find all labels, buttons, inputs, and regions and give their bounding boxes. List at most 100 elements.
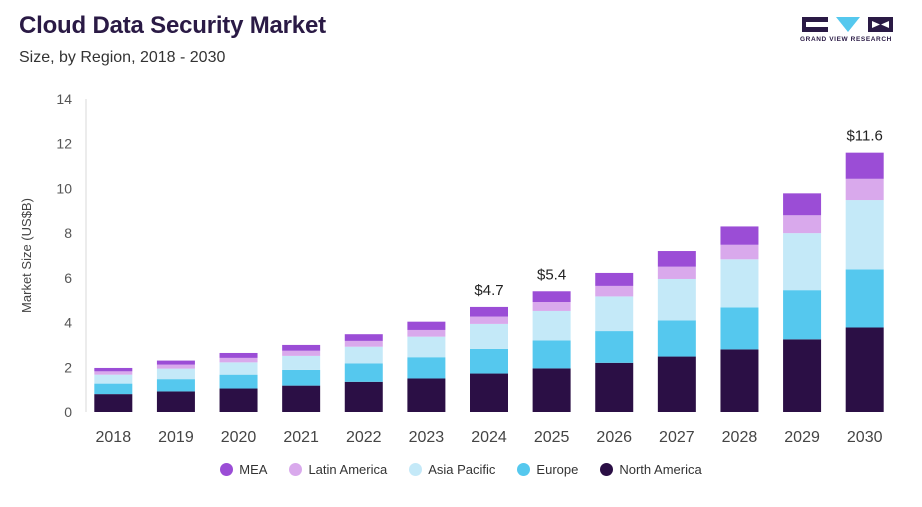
chart-title: Cloud Data Security Market <box>19 12 326 39</box>
bar-europe-2022 <box>344 363 383 382</box>
x-tick-label: 2018 <box>96 429 132 446</box>
bar-asia-pacific-2030 <box>845 200 884 270</box>
bar-europe-2029 <box>783 290 822 340</box>
bar-north-america-2023 <box>407 378 446 412</box>
bar-north-america-2030 <box>845 327 884 412</box>
bar-latin-america-2029 <box>783 215 822 234</box>
bar-north-america-2027 <box>657 356 696 412</box>
bar-latin-america-2018 <box>94 371 133 375</box>
bar-europe-2023 <box>407 357 446 379</box>
legend-swatch-icon <box>409 463 423 476</box>
grand-view-research-logo-icon <box>802 17 893 32</box>
bar-latin-america-2022 <box>344 340 383 347</box>
legend-label: Latin America <box>308 462 388 477</box>
bar-asia-pacific-2024 <box>470 323 508 349</box>
legend-label: Europe <box>536 462 579 477</box>
bar-europe-2030 <box>845 269 884 328</box>
x-tick-label: 2025 <box>534 429 570 446</box>
bar-mea-2024 <box>470 306 508 317</box>
bar-north-america-2024 <box>470 373 508 412</box>
bar-asia-pacific-2020 <box>219 362 258 375</box>
x-tick-label: 2023 <box>409 429 445 446</box>
bar-asia-pacific-2023 <box>407 336 446 358</box>
bar-latin-america-2023 <box>407 329 446 337</box>
bar-latin-america-2021 <box>282 350 321 356</box>
bar-europe-2024 <box>470 348 508 374</box>
bar-europe-2028 <box>720 307 759 350</box>
y-tick-label: 4 <box>64 315 72 331</box>
bar-mea-2022 <box>344 334 383 341</box>
legend-swatch-icon <box>289 463 303 476</box>
bar-mea-2030 <box>845 152 884 179</box>
y-tick-label: 0 <box>64 404 72 420</box>
legend-label: North America <box>619 462 702 477</box>
bar-latin-america-2024 <box>470 316 508 324</box>
y-tick-label: 8 <box>64 225 72 241</box>
bar-europe-2018 <box>94 383 133 395</box>
logo-text: GRAND VIEW RESEARCH <box>800 36 892 43</box>
bar-asia-pacific-2027 <box>657 278 696 321</box>
legend-swatch-icon <box>517 463 531 476</box>
bar-total-label: $11.6 <box>846 128 882 145</box>
bar-mea-2019 <box>156 360 195 365</box>
x-tick-label: 2030 <box>847 429 883 446</box>
bar-latin-america-2030 <box>845 178 884 201</box>
bar-total-label: $5.4 <box>537 266 566 283</box>
bar-latin-america-2019 <box>156 364 195 369</box>
bar-north-america-2020 <box>219 388 258 412</box>
x-tick-label: 2022 <box>346 429 382 446</box>
bar-europe-2021 <box>282 369 321 386</box>
y-tick-label: 2 <box>64 359 72 375</box>
bar-mea-2025 <box>532 291 571 303</box>
chart-legend: MEA Latin America Asia Pacific Europe North … <box>0 462 922 477</box>
bar-north-america-2019 <box>156 391 195 412</box>
bar-asia-pacific-2019 <box>156 368 195 380</box>
legend-item-latin-america: Latin America <box>289 462 387 477</box>
y-tick-label: 6 <box>64 270 72 286</box>
bar-north-america-2026 <box>595 362 634 412</box>
bar-asia-pacific-2021 <box>282 355 321 370</box>
bar-asia-pacific-2029 <box>783 233 822 291</box>
bar-mea-2020 <box>219 352 258 358</box>
bar-asia-pacific-2025 <box>532 310 571 341</box>
legend-swatch-icon <box>220 463 234 476</box>
bar-latin-america-2025 <box>532 302 571 311</box>
x-tick-label: 2019 <box>158 429 194 446</box>
legend-label: MEA <box>239 462 268 477</box>
bar-mea-2026 <box>595 272 634 286</box>
bar-north-america-2025 <box>532 368 571 412</box>
legend-swatch-icon <box>600 463 614 476</box>
bar-europe-2019 <box>156 379 195 392</box>
x-tick-label: 2029 <box>784 429 820 446</box>
bar-asia-pacific-2028 <box>720 259 759 308</box>
bar-north-america-2021 <box>282 385 321 412</box>
chart-subtitle: Size, by Region, 2018 - 2030 <box>19 49 226 66</box>
bar-mea-2021 <box>282 344 321 351</box>
bar-north-america-2029 <box>783 339 822 412</box>
legend-item-north-america: North America <box>600 462 702 477</box>
legend-item-europe: Europe <box>517 462 578 477</box>
bar-north-america-2022 <box>344 381 383 412</box>
bar-europe-2025 <box>532 340 571 369</box>
bar-europe-2027 <box>657 320 696 357</box>
y-axis-label: Market Size (US$B) <box>19 198 34 313</box>
y-tick-label: 14 <box>56 91 72 107</box>
x-tick-label: 2026 <box>596 429 632 446</box>
bar-asia-pacific-2018 <box>94 374 133 384</box>
y-tick-label: 10 <box>56 180 72 196</box>
bar-asia-pacific-2022 <box>344 346 383 364</box>
x-tick-label: 2020 <box>221 429 257 446</box>
bar-mea-2029 <box>783 193 822 216</box>
bar-mea-2027 <box>657 251 696 267</box>
bar-mea-2018 <box>94 367 133 372</box>
x-tick-label: 2024 <box>471 429 507 446</box>
legend-item-asia-pacific: Asia Pacific <box>409 462 495 477</box>
bar-latin-america-2028 <box>720 244 759 260</box>
bar-total-label: $4.7 <box>474 282 503 299</box>
x-tick-label: 2021 <box>283 429 319 446</box>
bar-north-america-2018 <box>94 394 133 412</box>
bar-mea-2028 <box>720 226 759 245</box>
bar-europe-2020 <box>219 374 258 389</box>
legend-item-mea: MEA <box>220 462 267 477</box>
